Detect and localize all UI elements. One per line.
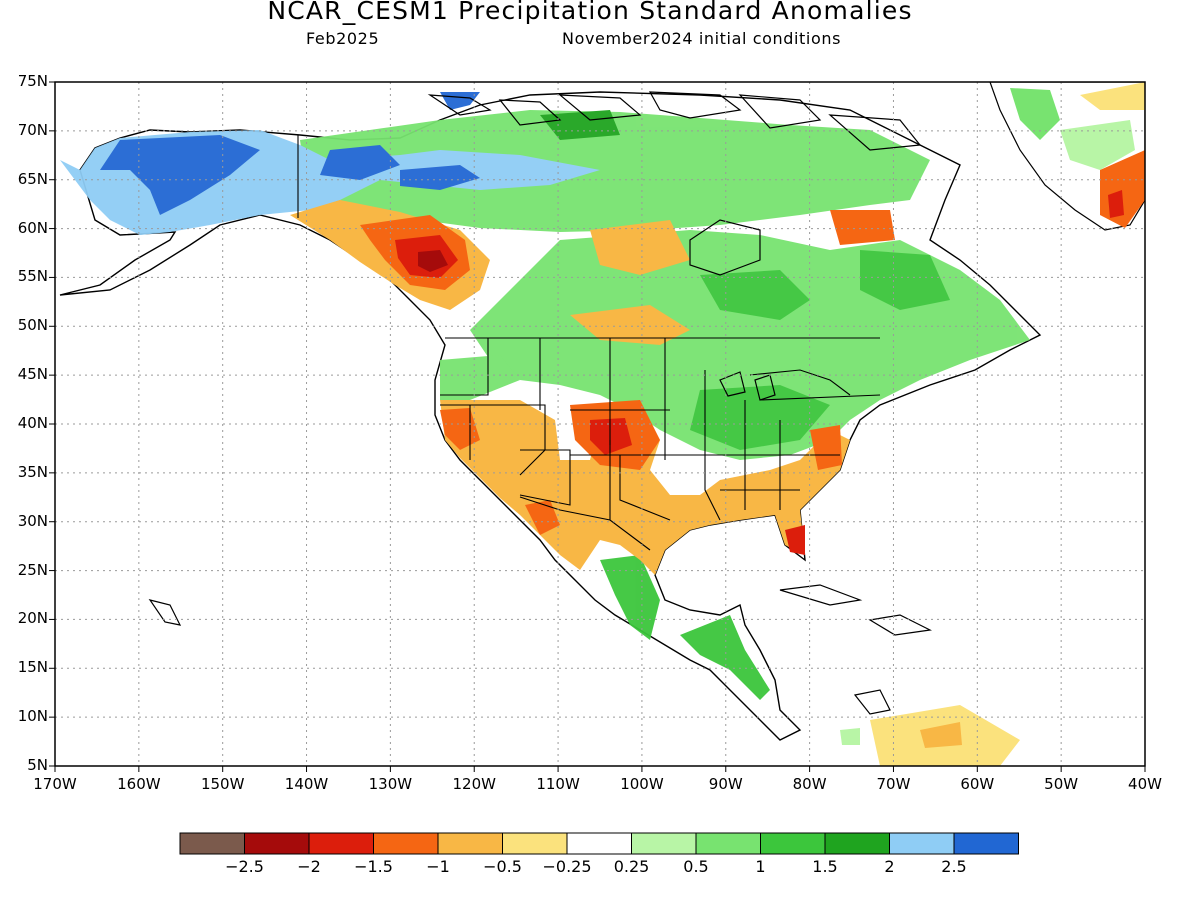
colorbar-swatch [889, 832, 955, 855]
longitude-label: 40W [1128, 775, 1162, 793]
axis-ticks [49, 81, 1146, 772]
colorbar-label: −2 [297, 857, 321, 876]
positive-anomaly-shading [60, 92, 1030, 700]
longitude-label: 120W [452, 775, 496, 793]
colorbar-swatch [566, 832, 632, 855]
colorbar-swatch [502, 832, 568, 855]
latitude-label: 35N [17, 462, 48, 481]
colorbar-label: 2.5 [941, 857, 967, 876]
map-title: NCAR_CESM1 Precipitation Standard Anomal… [267, 0, 913, 25]
colorbar-swatch [179, 832, 245, 855]
colorbar-swatch [308, 832, 374, 855]
colorbar-swatch [437, 832, 503, 855]
greenland-shading [989, 82, 1145, 231]
latitude-label: 45N [17, 365, 48, 384]
colorbar-label: −0.5 [483, 857, 522, 876]
colorbar-swatch [824, 832, 890, 855]
colorbar-swatch [373, 832, 439, 855]
longitude-label: 130W [368, 775, 413, 793]
latitude-label: 30N [17, 511, 48, 530]
latitude-label: 50N [17, 316, 48, 335]
colorbar-label: 1.5 [812, 857, 838, 876]
graticule [55, 82, 1145, 766]
latitude-label: 5N [27, 756, 48, 774]
longitude-label: 90W [708, 775, 743, 793]
colorbar-swatch [953, 832, 1019, 855]
colorbar-label: 0.25 [613, 857, 650, 876]
colorbar-label: −0.25 [542, 857, 592, 876]
colorbar-label: 2 [884, 857, 895, 876]
longitude-label: 70W [876, 775, 911, 793]
latitude-label: 65N [17, 169, 48, 188]
longitude-label: 50W [1044, 775, 1079, 793]
initial-conditions-label: November2024 initial conditions [562, 29, 842, 48]
longitude-label: 140W [284, 775, 329, 793]
coastlines [148, 91, 932, 715]
longitude-label: 170W [33, 775, 77, 793]
colorbar-swatch [695, 832, 761, 855]
negative-anomaly-shading [290, 200, 1020, 766]
latitude-label: 55N [17, 267, 48, 286]
colorbar [179, 832, 1019, 855]
latitude-label: 10N [17, 707, 48, 726]
colorbar-swatch [631, 832, 697, 855]
longitude-label: 100W [620, 775, 664, 793]
longitude-label: 80W [792, 775, 827, 793]
forecast-month: Feb2025 [306, 29, 380, 48]
latitude-label: 75N [17, 72, 48, 90]
latitude-label: 60N [17, 218, 48, 237]
longitude-label: 60W [960, 775, 995, 793]
colorbar-label: 0.5 [683, 857, 709, 876]
political-borders [297, 135, 881, 551]
colorbar-label: 1 [755, 857, 766, 876]
colorbar-swatch [760, 832, 826, 855]
longitude-label: 160W [117, 775, 161, 793]
colorbar-label: −1 [426, 857, 450, 876]
colorbar-swatch [244, 832, 310, 855]
latitude-label: 70N [17, 120, 48, 139]
latitude-label: 20N [17, 609, 48, 628]
longitude-label: 150W [200, 775, 245, 793]
colorbar-label: −1.5 [354, 857, 393, 876]
longitude-label: 110W [536, 775, 580, 793]
latitude-label: 25N [17, 560, 48, 579]
latitude-label: 15N [17, 658, 48, 677]
colorbar-label: −2.5 [225, 857, 264, 876]
latitude-label: 40N [17, 414, 48, 432]
